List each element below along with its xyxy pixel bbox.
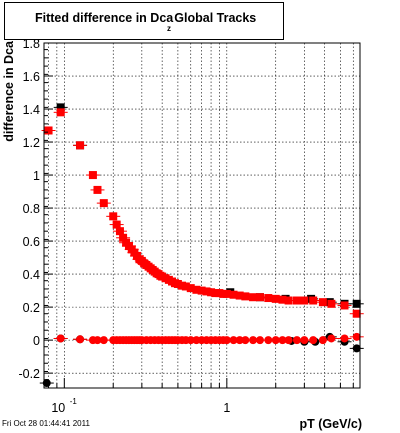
data-point-circle xyxy=(241,336,250,345)
data-point-square xyxy=(119,233,128,242)
data-point-square xyxy=(278,295,287,304)
x-axis-label: pT (GeV/c) xyxy=(299,417,362,431)
data-point-circle xyxy=(76,335,85,344)
data-point-circle xyxy=(235,336,244,345)
chart-title-subscript: z xyxy=(167,24,171,33)
data-point-circle xyxy=(99,336,108,345)
y-tick-label: 1.8 xyxy=(23,37,40,51)
data-point-square xyxy=(292,296,301,305)
data-point-circle xyxy=(229,336,238,345)
data-point-circle xyxy=(352,332,361,341)
data-point-circle xyxy=(249,336,258,345)
y-tick-label: -0.2 xyxy=(18,367,40,381)
data-point-square xyxy=(88,171,97,180)
data-point-circle xyxy=(255,336,264,345)
data-point-square xyxy=(264,294,273,303)
data-point-square xyxy=(186,284,195,293)
data-point-circle xyxy=(56,334,65,343)
y-tick-label: 0.4 xyxy=(23,268,40,282)
data-point-square xyxy=(255,293,264,302)
data-point-circle xyxy=(300,336,309,345)
chart-title: Fitted difference in Dca Global Tracks xyxy=(35,11,256,25)
y-tick-label: 0.8 xyxy=(23,202,40,216)
y-tick-label: 1 xyxy=(33,169,40,183)
data-point-square xyxy=(181,282,190,291)
data-point-square xyxy=(115,227,124,236)
data-point-circle xyxy=(271,336,280,345)
data-point-square xyxy=(192,285,201,294)
data-point-circle xyxy=(186,336,195,345)
data-point-square xyxy=(109,212,118,221)
y-axis-label: difference in Dca xyxy=(2,40,16,142)
data-points xyxy=(42,103,361,388)
data-point-square xyxy=(249,293,258,302)
chart-title-suffix: Global Tracks xyxy=(174,11,257,25)
data-point-circle xyxy=(318,336,327,345)
data-point-circle xyxy=(284,336,293,345)
data-point-square xyxy=(197,286,206,295)
data-point-square xyxy=(99,199,108,208)
data-point-square xyxy=(309,296,318,305)
timestamp: Fri Oct 28 01:44:41 2011 xyxy=(2,419,90,428)
data-point-square xyxy=(229,290,238,299)
y-tick-label: 0 xyxy=(33,334,40,348)
data-point-circle xyxy=(292,336,301,345)
data-point-circle xyxy=(352,344,361,353)
data-point-square xyxy=(112,220,121,229)
y-tick-label: 1.6 xyxy=(23,70,40,84)
data-point-square xyxy=(352,309,361,318)
data-point-square xyxy=(271,294,280,303)
data-point-circle xyxy=(327,334,336,343)
data-point-circle xyxy=(278,336,287,345)
y-tick-label: 1.4 xyxy=(23,103,40,117)
data-point-square xyxy=(76,141,85,150)
data-point-square xyxy=(241,292,250,301)
data-point-square xyxy=(235,291,244,300)
data-point-square xyxy=(211,289,220,298)
data-point-square xyxy=(318,298,327,307)
data-point-square xyxy=(93,185,102,194)
data-point-square xyxy=(207,288,216,297)
data-point-circle xyxy=(264,336,273,345)
data-point-circle xyxy=(309,336,318,345)
data-point-square xyxy=(340,301,349,310)
data-point-square xyxy=(284,296,293,305)
y-tick-label: 0.2 xyxy=(23,301,40,315)
chart-title-text: Fitted difference in Dca xyxy=(35,11,174,25)
data-point-square xyxy=(44,126,53,135)
data-point-square xyxy=(300,296,309,305)
x-tick-label: 10 xyxy=(51,401,65,415)
data-point-circle xyxy=(93,336,102,345)
axes: -0.2 0 0.2 0.4 0.6 0.8 1 1.2 1.4 1.6 1.8 10 -1 1 xyxy=(18,37,354,415)
data-point-square xyxy=(352,299,361,308)
data-point-circle xyxy=(222,336,231,345)
data-point-circle xyxy=(340,334,349,343)
y-tick-label: 0.6 xyxy=(23,235,40,249)
x-tick-label: 1 xyxy=(223,401,230,415)
data-point-square xyxy=(222,289,231,298)
y-tick-label: 1.2 xyxy=(23,136,40,150)
x-tick-label-exponent: -1 xyxy=(70,397,78,406)
data-point-square xyxy=(56,103,65,112)
data-point-square xyxy=(202,287,211,296)
data-point-square xyxy=(173,280,182,289)
grid-lines xyxy=(44,42,360,388)
data-point-square xyxy=(56,108,65,117)
data-point-square xyxy=(327,299,336,308)
chart-title-box: Fitted difference in Dca Global Tracks z xyxy=(4,2,284,40)
